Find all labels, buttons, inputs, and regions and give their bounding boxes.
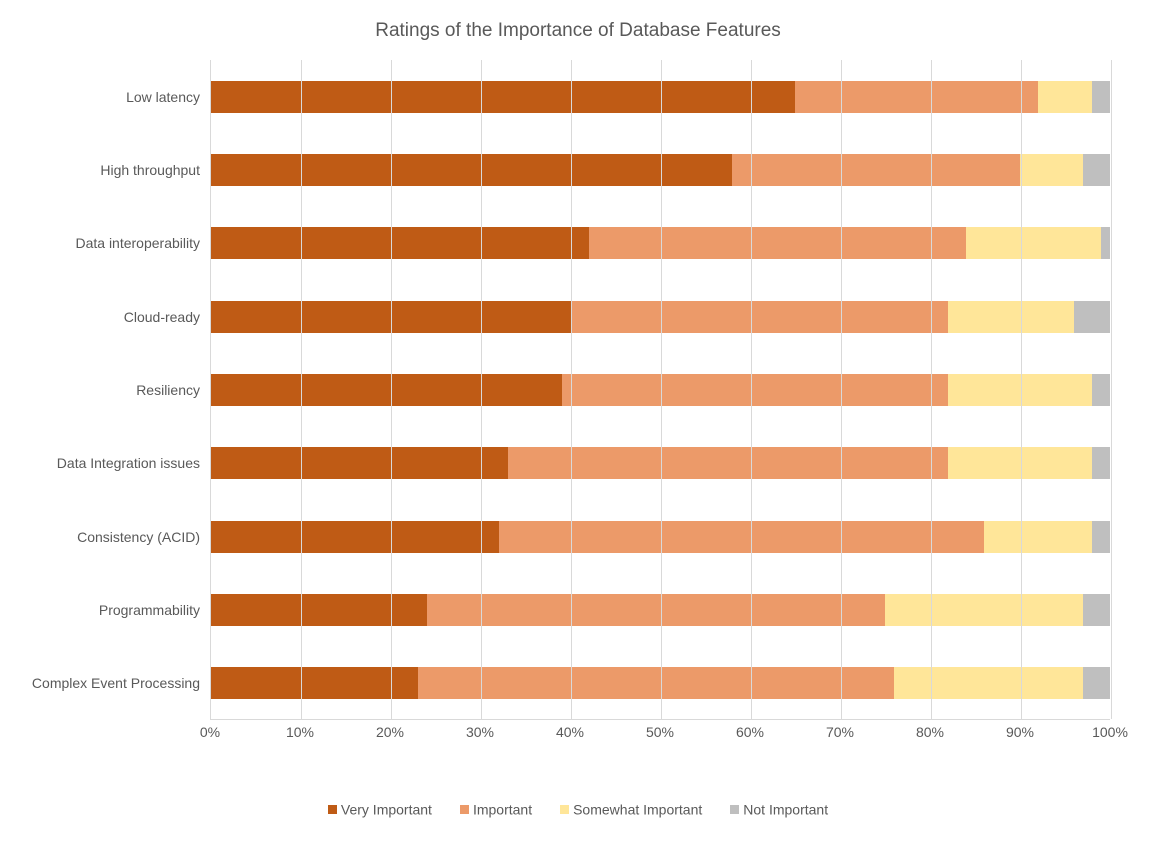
bar-segment [1074,301,1110,333]
gridline [301,60,302,719]
bar-segment [589,227,967,259]
category-label: Complex Event Processing [0,667,200,699]
category-label: Programmability [0,594,200,626]
bar-segment [211,447,508,479]
x-tick-label: 80% [916,724,944,740]
category-label: High throughput [0,154,200,186]
x-axis: 0%10%20%30%40%50%60%70%80%90%100% [210,724,1110,748]
bar-segment [1101,227,1110,259]
gridline [841,60,842,719]
bar-segment [894,667,1083,699]
bar-segment [211,81,795,113]
bar-segment [211,667,418,699]
y-axis-labels: Low latency High throughput Data interoper… [0,60,200,720]
gridline [571,60,572,719]
gridline [1111,60,1112,719]
legend-swatch [460,805,469,814]
plot-area [210,60,1110,720]
chart-title: Ratings of the Importance of Database Fe… [0,20,1156,42]
bar-segment [1020,154,1083,186]
legend-label: Somewhat Important [573,801,702,817]
bar-segment [732,154,1020,186]
bar-segment [211,521,499,553]
bar-segment [1092,521,1110,553]
bar-segment [508,447,949,479]
gridline [481,60,482,719]
bar-segment [211,594,427,626]
bar-segment [1092,447,1110,479]
bar-segment [211,227,589,259]
bar-segment [1083,594,1110,626]
bar-segment [1092,81,1110,113]
bar-segment [1092,374,1110,406]
legend: Very Important Important Somewhat Importan… [0,800,1156,817]
x-tick-label: 50% [646,724,674,740]
x-tick-label: 20% [376,724,404,740]
category-label: Low latency [0,81,200,113]
gridline [661,60,662,719]
chart-container: Ratings of the Importance of Database Fe… [0,0,1156,849]
category-label: Data Integration issues [0,447,200,479]
gridline [1021,60,1022,719]
category-label: Data interoperability [0,227,200,259]
bar-segment [1038,81,1092,113]
bar-segment [418,667,894,699]
legend-label: Important [473,801,532,817]
bar-segment [885,594,1083,626]
legend-item: Very Important [328,800,432,817]
category-label: Resiliency [0,374,200,406]
bar-segment [211,374,562,406]
bar-segment [1083,154,1110,186]
legend-label: Not Important [743,801,828,817]
x-tick-label: 40% [556,724,584,740]
x-tick-label: 10% [286,724,314,740]
legend-item: Not Important [730,800,828,817]
bar-segment [571,301,949,333]
x-tick-label: 60% [736,724,764,740]
x-tick-label: 100% [1092,724,1128,740]
bar-segment [562,374,949,406]
gridline [751,60,752,719]
bar-segment [948,301,1074,333]
bar-segment [211,154,732,186]
legend-swatch [560,805,569,814]
legend-item: Important [460,800,532,817]
bar-segment [1083,667,1110,699]
category-label: Cloud-ready [0,301,200,333]
bar-segment [984,521,1092,553]
category-label: Consistency (ACID) [0,521,200,553]
bar-segment [427,594,885,626]
bar-segment [795,81,1038,113]
bar-segment [966,227,1101,259]
gridline [391,60,392,719]
legend-label: Very Important [341,801,432,817]
gridline [931,60,932,719]
legend-swatch [730,805,739,814]
x-tick-label: 70% [826,724,854,740]
legend-item: Somewhat Important [560,800,702,817]
legend-swatch [328,805,337,814]
x-tick-label: 0% [200,724,220,740]
x-tick-label: 30% [466,724,494,740]
x-tick-label: 90% [1006,724,1034,740]
